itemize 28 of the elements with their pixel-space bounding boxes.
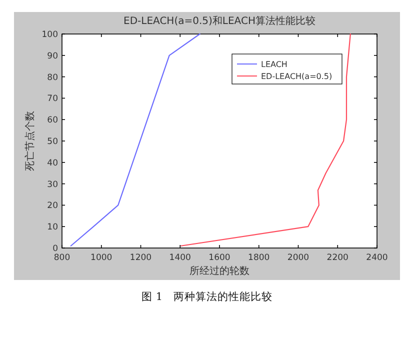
y-tick-label: 10 xyxy=(47,222,58,233)
line-series xyxy=(180,33,351,246)
y-tick-label: 40 xyxy=(47,158,58,168)
y-tick-label: 60 xyxy=(47,116,58,126)
y-tick-label: 100 xyxy=(42,30,58,40)
x-axis-title: 所经过的轮数 xyxy=(190,265,250,277)
y-tick-label: 50 xyxy=(47,137,58,147)
y-tick-label: 80 xyxy=(47,72,58,83)
y-tick-label: 70 xyxy=(47,94,58,104)
x-tick-label: 1200 xyxy=(130,253,152,263)
x-tick-label: 800 xyxy=(54,253,70,263)
chart-title: ED-LEACH(a=0.5)和LEACH算法性能比较 xyxy=(124,15,316,27)
legend-label: ED-LEACH(a=0.5) xyxy=(261,72,332,81)
x-tick-label: 2200 xyxy=(326,253,348,263)
x-tick-label: 1600 xyxy=(208,253,230,263)
x-tick-label: 2000 xyxy=(287,253,310,263)
y-tick-label: 30 xyxy=(47,180,58,190)
y-tick-label: 0 xyxy=(52,244,58,254)
x-tick-label: 1800 xyxy=(248,253,270,263)
caption: 图 1 两种算法的性能比较 xyxy=(141,290,273,303)
x-tick-label: 1400 xyxy=(169,253,191,263)
y-tick-label: 90 xyxy=(47,51,58,62)
y-axis-title: 死亡节点个数 xyxy=(24,111,36,171)
legend-label: LEACH xyxy=(261,60,288,69)
x-tick-label: 1000 xyxy=(90,253,112,263)
y-tick-label: 20 xyxy=(47,201,58,212)
line-series xyxy=(70,33,200,246)
x-tick-label: 2400 xyxy=(366,253,388,263)
